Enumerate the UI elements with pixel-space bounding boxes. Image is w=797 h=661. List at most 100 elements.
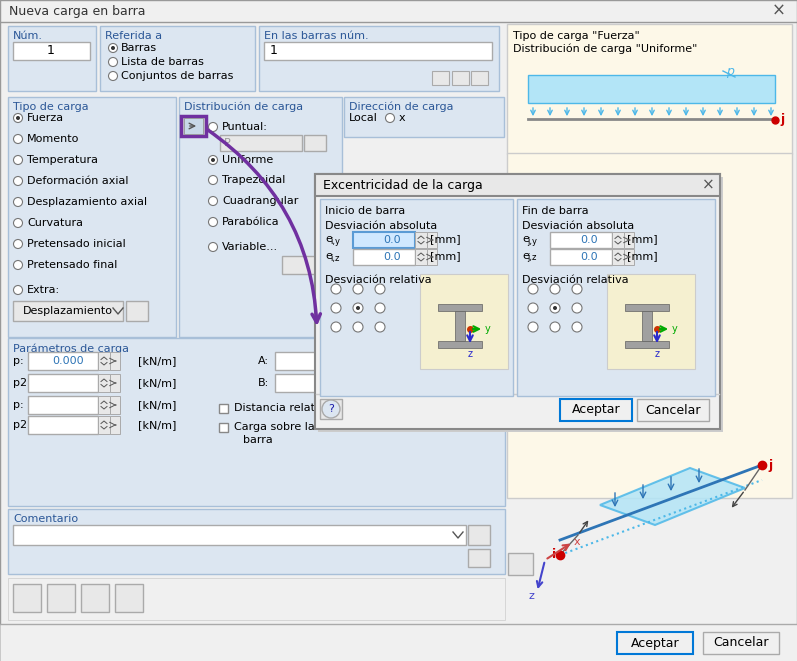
Circle shape xyxy=(550,284,560,294)
Circle shape xyxy=(14,260,22,270)
Bar xyxy=(427,232,437,248)
Text: Lista de barras: Lista de barras xyxy=(121,57,204,67)
Bar xyxy=(98,416,110,434)
Bar xyxy=(642,311,652,341)
Text: 1: 1 xyxy=(270,44,278,58)
Text: A:: A: xyxy=(258,356,269,366)
Text: z: z xyxy=(468,349,473,359)
Text: Referida a: Referida a xyxy=(105,31,162,41)
Bar xyxy=(508,553,533,575)
Text: e: e xyxy=(522,234,529,244)
Circle shape xyxy=(572,303,582,313)
Text: z: z xyxy=(654,349,659,359)
Bar xyxy=(415,249,427,265)
Text: [kN/m]: [kN/m] xyxy=(138,400,176,410)
Bar xyxy=(13,42,90,60)
Text: %: % xyxy=(330,403,340,413)
Text: Desplazamiento axial: Desplazamiento axial xyxy=(27,197,147,207)
Bar xyxy=(0,624,797,661)
Circle shape xyxy=(209,217,218,227)
Text: Uniforme: Uniforme xyxy=(222,155,273,165)
Bar xyxy=(8,338,505,506)
Bar xyxy=(219,404,228,413)
Circle shape xyxy=(353,284,363,294)
Bar xyxy=(528,75,775,103)
Text: Puntual:: Puntual: xyxy=(222,122,268,132)
Bar xyxy=(468,549,490,567)
Text: Fin de barra: Fin de barra xyxy=(522,206,589,216)
Circle shape xyxy=(209,122,218,132)
Bar xyxy=(47,584,75,612)
Bar xyxy=(427,249,437,265)
Circle shape xyxy=(353,322,363,332)
Text: e: e xyxy=(522,251,529,261)
Circle shape xyxy=(14,134,22,143)
Circle shape xyxy=(209,243,218,251)
Bar xyxy=(13,301,123,321)
Circle shape xyxy=(111,46,115,50)
Text: [mm]: [mm] xyxy=(627,251,658,261)
Text: Distribución de carga "Uniforme": Distribución de carga "Uniforme" xyxy=(513,44,697,54)
Text: Tipo de carga: Tipo de carga xyxy=(13,102,88,112)
Text: p:: p: xyxy=(13,400,24,410)
Circle shape xyxy=(209,155,218,165)
Bar xyxy=(612,232,624,248)
Circle shape xyxy=(553,306,557,310)
Text: 0.0: 0.0 xyxy=(580,235,598,245)
Text: 0.0: 0.0 xyxy=(580,252,598,262)
Text: Núm.: Núm. xyxy=(13,31,43,41)
Bar xyxy=(387,374,397,392)
Circle shape xyxy=(356,306,360,310)
Text: Carga sobre la longitud total de: Carga sobre la longitud total de xyxy=(234,422,410,432)
Bar xyxy=(420,274,508,369)
Bar xyxy=(438,304,482,311)
Circle shape xyxy=(209,196,218,206)
Text: y: y xyxy=(485,324,491,334)
Text: Parabólica: Parabólica xyxy=(222,217,280,227)
Text: [m]: [m] xyxy=(400,378,420,388)
Circle shape xyxy=(550,303,560,313)
Circle shape xyxy=(386,114,395,122)
Bar xyxy=(115,584,143,612)
Bar xyxy=(438,341,482,348)
Text: i: i xyxy=(552,549,556,561)
Text: Desviación relativa: Desviación relativa xyxy=(522,275,629,285)
Text: Distribución de carga: Distribución de carga xyxy=(184,102,303,112)
Bar xyxy=(275,374,375,392)
Text: j,y: j,y xyxy=(527,237,537,245)
Bar xyxy=(637,399,709,421)
Circle shape xyxy=(528,303,538,313)
Text: Cancelar: Cancelar xyxy=(646,403,701,416)
Text: ×: × xyxy=(701,178,714,192)
Text: barra: barra xyxy=(243,435,273,445)
Text: p:: p: xyxy=(13,356,24,366)
Bar xyxy=(375,374,387,392)
Bar xyxy=(8,26,96,91)
Bar xyxy=(184,118,203,134)
Bar xyxy=(612,249,624,265)
Circle shape xyxy=(14,239,22,249)
Text: P: P xyxy=(224,138,231,148)
Circle shape xyxy=(14,286,22,295)
Text: [kN/m]: [kN/m] xyxy=(138,356,176,366)
Bar xyxy=(353,249,415,265)
Text: z: z xyxy=(529,591,535,601)
Bar xyxy=(315,174,720,429)
Text: En las barras núm.: En las barras núm. xyxy=(264,31,369,41)
Circle shape xyxy=(108,44,117,52)
Circle shape xyxy=(375,284,385,294)
Bar xyxy=(275,352,375,370)
Circle shape xyxy=(209,176,218,184)
Text: ?: ? xyxy=(328,404,334,414)
Bar xyxy=(375,352,387,370)
Text: i,z: i,z xyxy=(330,254,340,262)
Text: B:: B: xyxy=(258,378,269,388)
Text: Dirección de carga: Dirección de carga xyxy=(349,102,453,112)
Bar xyxy=(507,153,792,498)
Bar xyxy=(517,199,715,396)
Text: p: p xyxy=(726,65,734,78)
Bar xyxy=(13,525,466,545)
Text: x: x xyxy=(574,537,581,547)
Bar xyxy=(126,301,148,321)
Bar xyxy=(320,199,513,396)
